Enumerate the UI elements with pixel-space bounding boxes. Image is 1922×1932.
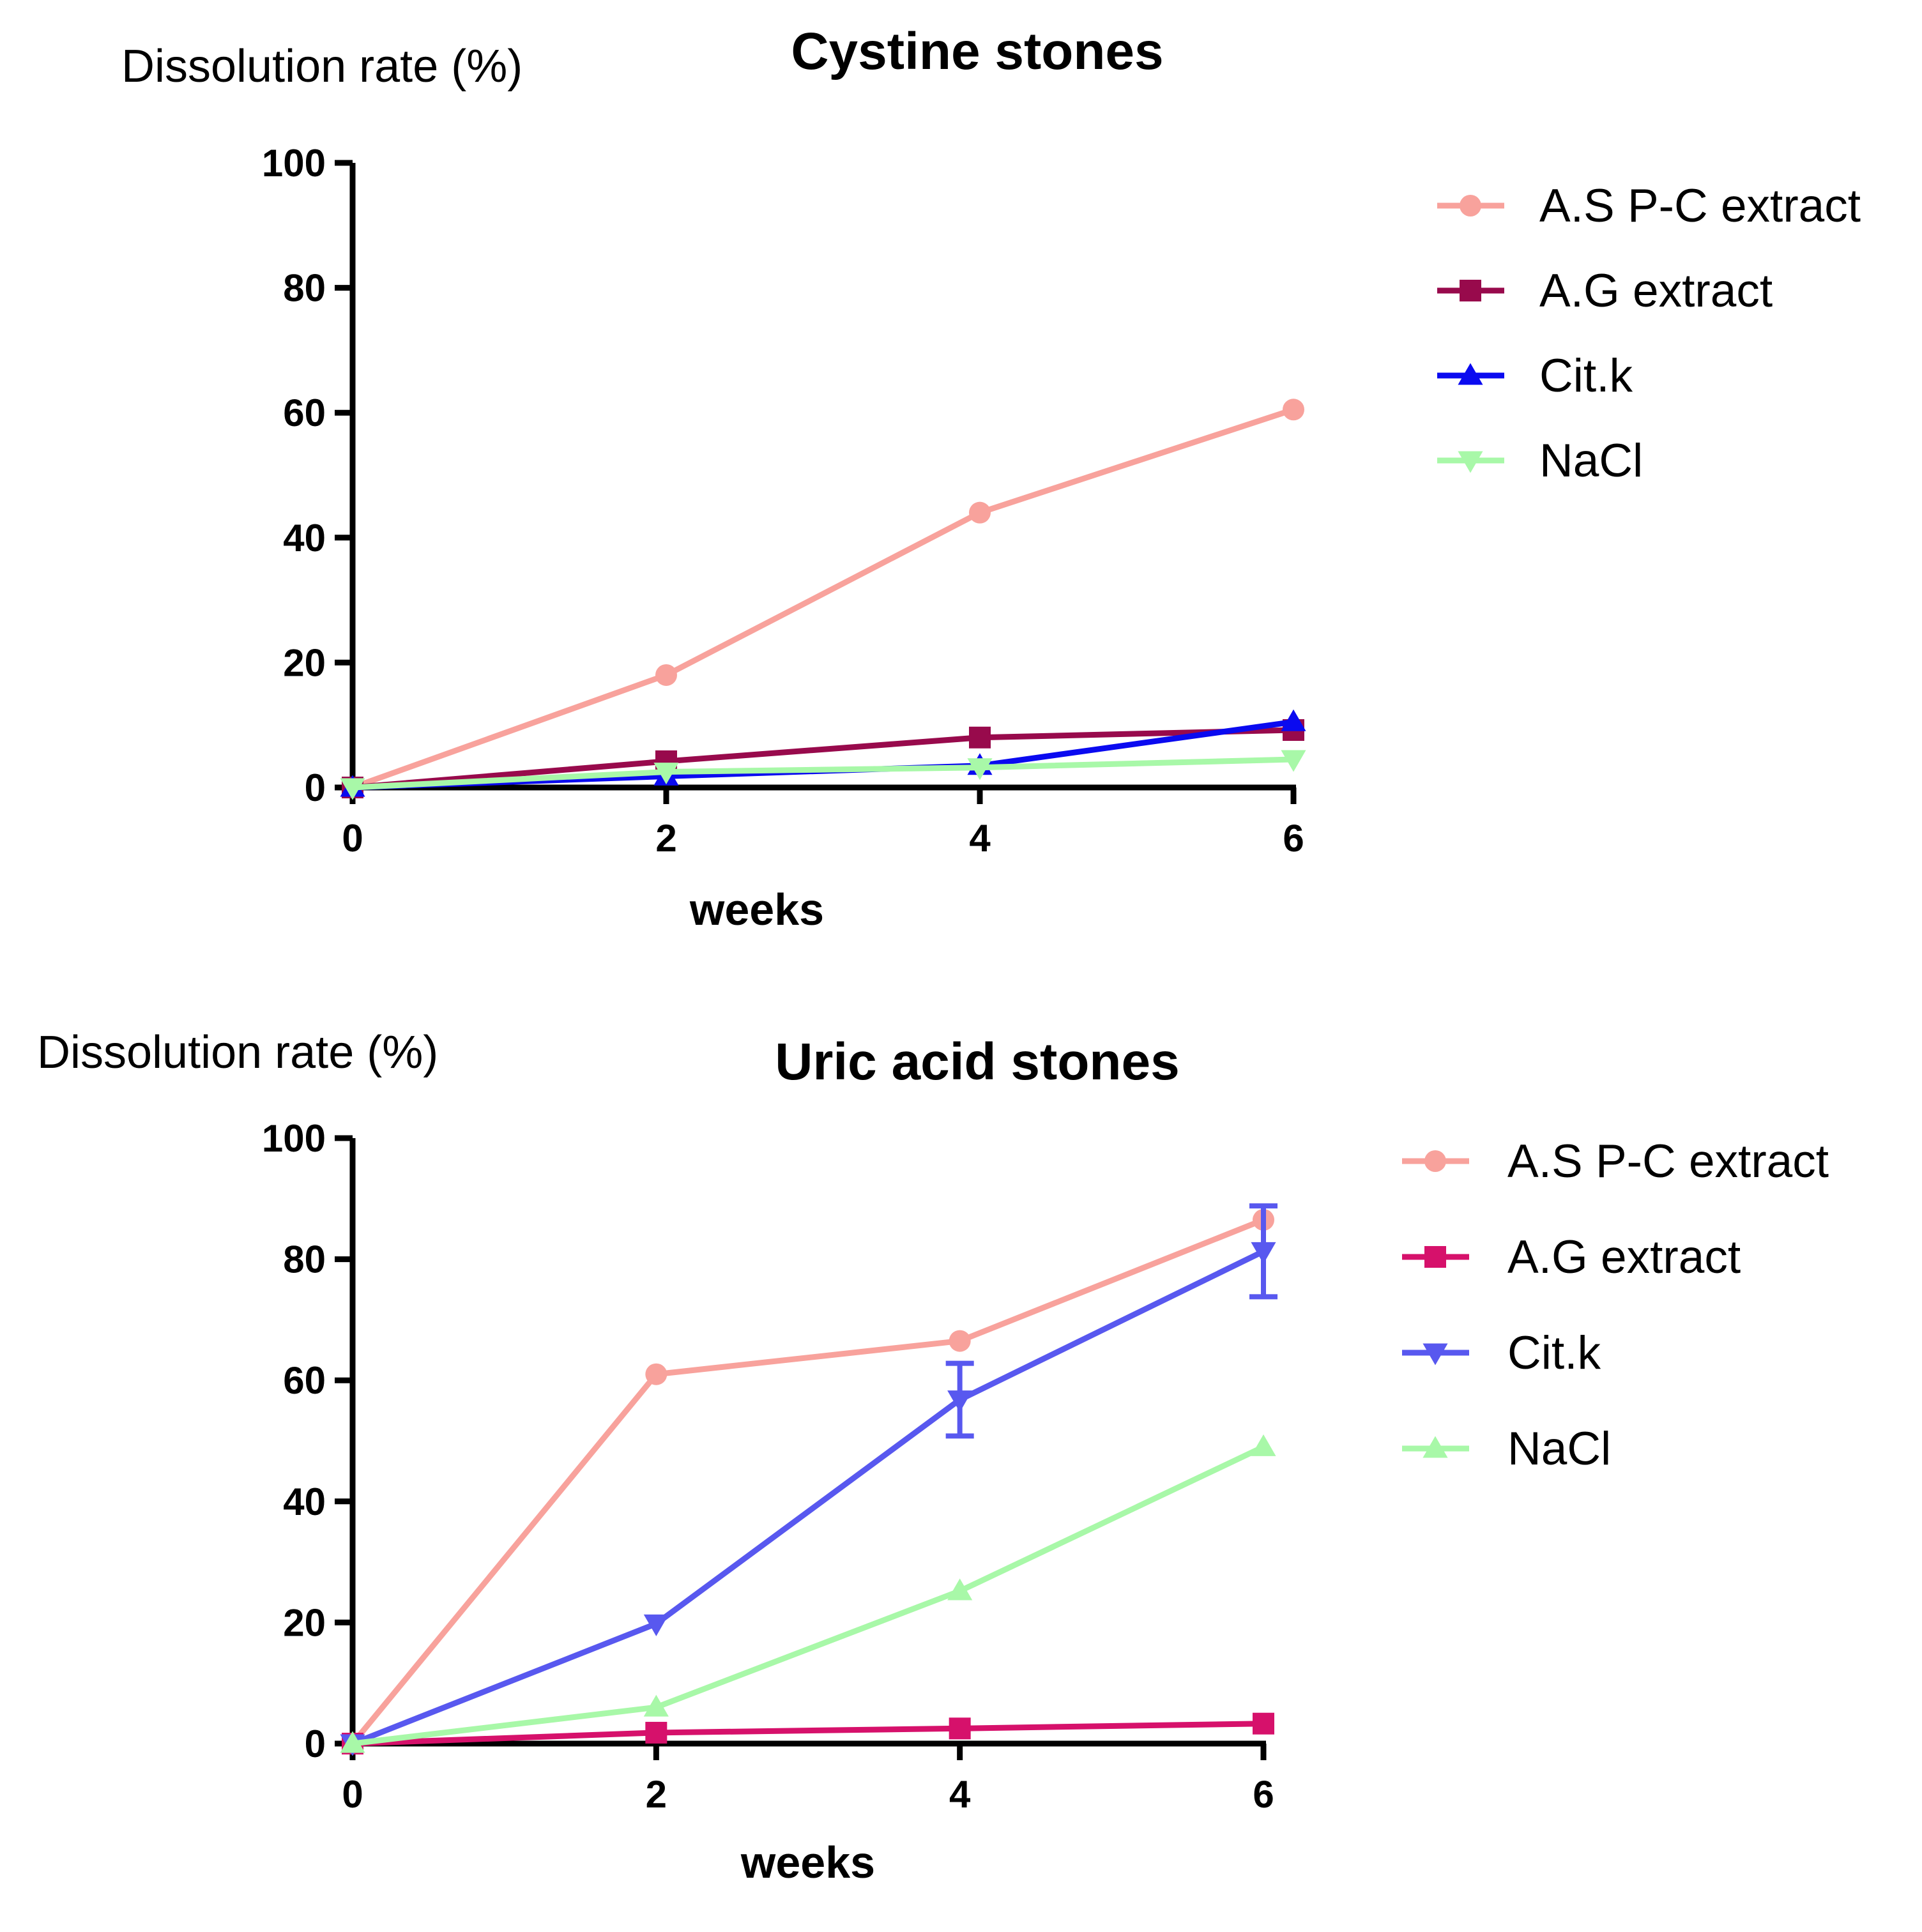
- data-point: [643, 1614, 669, 1636]
- series-layer: [340, 1203, 1278, 1756]
- legend-label: Cit.k: [1539, 350, 1633, 402]
- data-point: [947, 1390, 973, 1413]
- x-axis-label: weeks: [689, 885, 824, 934]
- legend-label: NaCl: [1507, 1423, 1611, 1475]
- data-point: [653, 763, 679, 785]
- series-a-g-extract: [342, 1712, 1274, 1754]
- y-tick-label: 80: [283, 267, 326, 310]
- y-tick-label: 0: [305, 1723, 326, 1765]
- data-point: [1251, 1434, 1276, 1456]
- series-layer: [340, 399, 1306, 800]
- axes: 0 20 40 60 80 100 0 2 4 6: [262, 142, 1304, 860]
- data-point: [949, 1330, 971, 1352]
- y-tick-label: 0: [305, 766, 326, 809]
- series-line: [352, 1721, 1264, 1747]
- legend-label: A.S P-C extract: [1507, 1136, 1829, 1187]
- data-point: [340, 778, 365, 800]
- legend-item-cit-k: Cit.k: [1402, 1327, 1601, 1379]
- series-nacl: [340, 1434, 1276, 1753]
- legend-label: A.S P-C extract: [1539, 180, 1861, 232]
- data-point: [1251, 1242, 1276, 1264]
- y-axis-label: Dissolution rate (%): [121, 41, 522, 92]
- data-point: [949, 1717, 971, 1740]
- legend-item-a-s-p-c-extract: A.S P-C extract: [1437, 180, 1861, 232]
- series-line: [351, 1249, 1265, 1747]
- legend-marker: [1460, 195, 1481, 217]
- y-tick-label: 20: [283, 641, 326, 684]
- legend: A.S P-C extract A.G extract Cit.k NaCl: [1437, 180, 1861, 487]
- x-tick-label: 6: [1253, 1773, 1274, 1816]
- series-line: [352, 1444, 1265, 1747]
- legend-label: A.G extract: [1507, 1231, 1741, 1283]
- series-line: [352, 727, 1294, 791]
- legend-item-nacl: NaCl: [1437, 435, 1643, 487]
- legend-label: A.G extract: [1539, 265, 1773, 317]
- data-point: [969, 501, 991, 524]
- series-a-s-p-c-extract: [342, 1208, 1274, 1754]
- x-tick-label: 2: [655, 817, 676, 860]
- series-line: [350, 1217, 1265, 1746]
- data-point: [655, 664, 677, 686]
- data-point: [947, 1578, 973, 1601]
- legend-label: Cit.k: [1507, 1327, 1601, 1379]
- chart-title: Cystine stones: [791, 22, 1163, 80]
- legend-label: NaCl: [1539, 435, 1643, 487]
- data-point: [1281, 750, 1306, 772]
- data-point: [967, 758, 993, 780]
- legend-marker: [1458, 363, 1483, 385]
- y-tick-label: 80: [283, 1238, 326, 1281]
- series-cit-k: [340, 1203, 1278, 1756]
- legend-item-a-s-p-c-extract: A.S P-C extract: [1402, 1136, 1829, 1187]
- y-tick-label: 100: [262, 1117, 326, 1160]
- x-tick-label: 6: [1283, 817, 1304, 860]
- legend-item-cit-k: Cit.k: [1437, 350, 1633, 402]
- series-nacl: [340, 750, 1306, 800]
- axes: 0 20 40 60 80 100 0 2 4 6: [262, 1117, 1274, 1816]
- data-point: [645, 1721, 667, 1744]
- data-point: [643, 1694, 669, 1717]
- y-tick-label: 60: [283, 1359, 326, 1402]
- legend-marker: [1424, 1150, 1446, 1172]
- legend: A.S P-C extract A.G extract Cit.k NaCl: [1402, 1136, 1829, 1475]
- data-point: [1253, 1712, 1274, 1735]
- uric-acid-stones-chart: Uric acid stones Dissolution rate (%) we…: [37, 1027, 1829, 1887]
- y-tick-label: 60: [283, 392, 326, 434]
- x-axis-label: weeks: [740, 1837, 875, 1887]
- y-tick-label: 100: [262, 142, 326, 185]
- y-tick-label: 40: [283, 517, 326, 559]
- series-line: [352, 756, 1294, 791]
- legend-marker: [1422, 1343, 1448, 1365]
- legend-item-nacl: NaCl: [1402, 1423, 1611, 1475]
- chart-title: Uric acid stones: [775, 1033, 1179, 1091]
- cystine-stones-chart: Cystine stones Dissolution rate (%) week…: [121, 22, 1861, 934]
- y-axis-label: Dissolution rate (%): [37, 1027, 438, 1078]
- legend-marker: [1422, 1436, 1448, 1458]
- x-tick-label: 4: [969, 817, 991, 860]
- legend-marker: [1460, 280, 1481, 301]
- x-tick-label: 4: [949, 1773, 971, 1816]
- data-point: [340, 1731, 365, 1753]
- series-a-s-p-c-extract: [342, 399, 1304, 798]
- x-tick-label: 2: [646, 1773, 667, 1816]
- legend-marker: [1458, 451, 1483, 473]
- y-tick-label: 40: [283, 1480, 326, 1523]
- y-tick-label: 20: [283, 1601, 326, 1644]
- x-tick-label: 0: [342, 817, 363, 860]
- x-tick-label: 0: [342, 1773, 363, 1816]
- legend-item-a-g-extract: A.G extract: [1437, 265, 1773, 317]
- data-point: [1283, 399, 1304, 421]
- series-line: [351, 407, 1295, 791]
- legend-item-a-g-extract: A.G extract: [1402, 1231, 1741, 1283]
- legend-marker: [1424, 1246, 1446, 1268]
- data-point: [1281, 709, 1306, 731]
- data-point: [969, 726, 991, 749]
- data-point: [645, 1363, 667, 1385]
